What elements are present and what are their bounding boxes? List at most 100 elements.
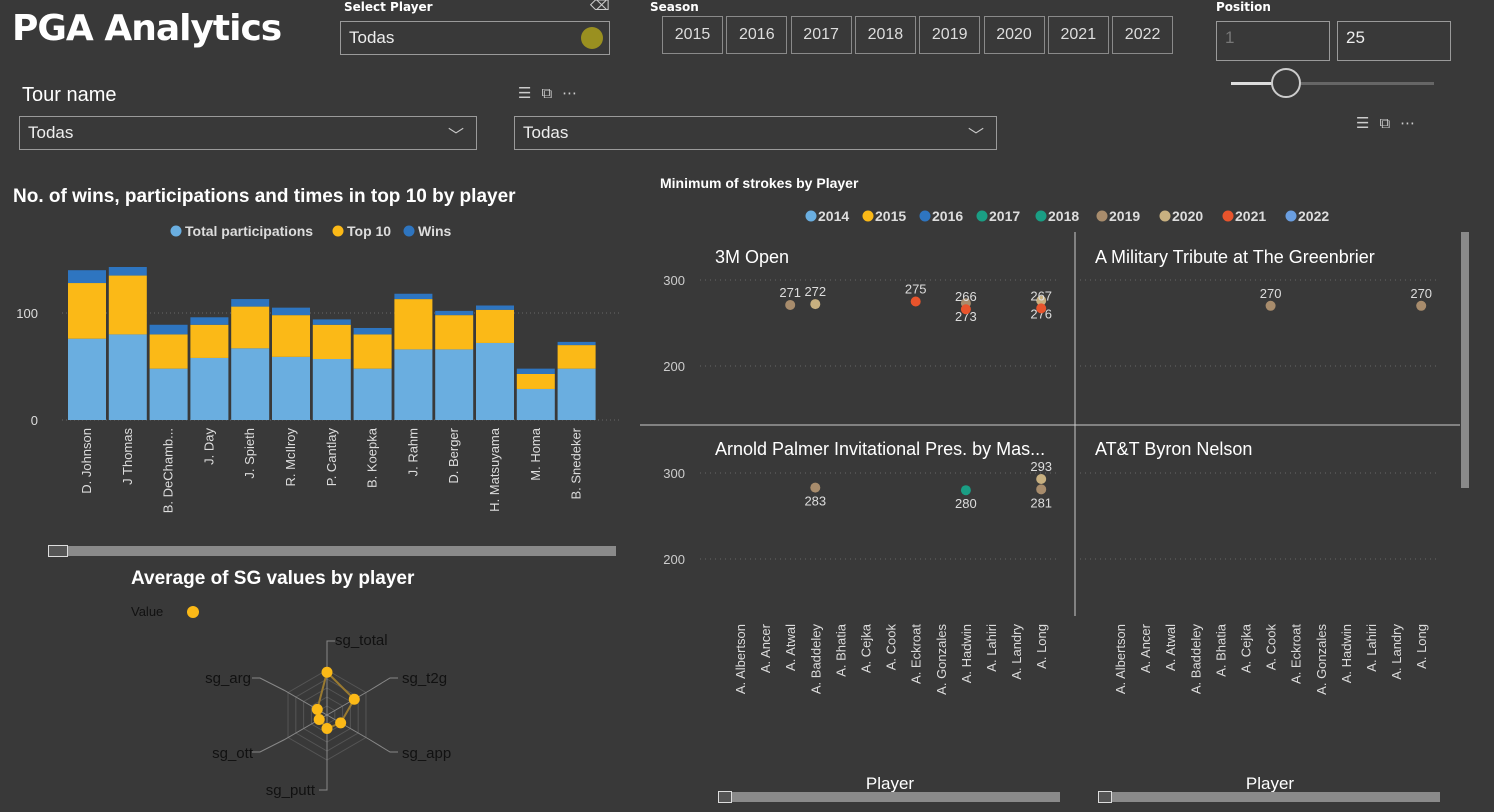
- x-tick-label: A. Eckroat: [1289, 624, 1304, 684]
- scrollbar-thumb[interactable]: [48, 545, 68, 557]
- panel-title: Arnold Palmer Invitational Pres. by Mas.…: [715, 439, 1045, 459]
- bar-segment-total-participations: [353, 368, 392, 420]
- focus-mode-icon[interactable]: ⧉: [1379, 114, 1401, 132]
- second-filter-dropdown[interactable]: Todas ﹀: [514, 116, 997, 150]
- legend-label: 2015: [875, 208, 906, 224]
- bar-segment-wins: [353, 327, 392, 335]
- y-tick-label: 300: [663, 273, 685, 288]
- legend-label: 2022: [1298, 208, 1329, 224]
- radar-axis: [319, 715, 328, 791]
- position-max-input[interactable]: 25: [1337, 21, 1451, 61]
- filter-icon[interactable]: ☰: [1356, 114, 1380, 132]
- x-tick-label: A. Atwal: [783, 624, 798, 671]
- filter-icon[interactable]: ☰: [518, 84, 542, 102]
- data-point: [810, 482, 821, 493]
- season-button-2017[interactable]: 2017: [790, 16, 852, 54]
- bar-segment-total-participations: [394, 349, 433, 420]
- more-options-icon[interactable]: ⋯: [562, 84, 588, 102]
- slider-handle[interactable]: [1270, 68, 1301, 98]
- radar-axis: [252, 677, 328, 716]
- season-button-2019[interactable]: 2019: [919, 16, 981, 54]
- position-slider[interactable]: [1231, 68, 1434, 98]
- legend-marker: [862, 210, 874, 222]
- legend-marker: [403, 225, 415, 237]
- legend-label: Value: [131, 604, 163, 619]
- chevron-down-icon: [581, 27, 603, 49]
- x-tick-label: A. Lahiri: [984, 624, 999, 672]
- season-button-2021[interactable]: 2021: [1047, 16, 1109, 54]
- y-tick-label: 100: [16, 306, 38, 321]
- focus-mode-icon[interactable]: ⧉: [541, 84, 563, 102]
- x-tick-label: J. Day: [201, 428, 216, 465]
- radar-axis-label: sg_ott: [212, 745, 254, 762]
- bar-chart-title: No. of wins, participations and times in…: [13, 186, 516, 207]
- y-tick-label: 0: [31, 413, 38, 428]
- season-button-2016[interactable]: 2016: [726, 16, 788, 54]
- x-tick-label: A. Hadwin: [959, 624, 974, 683]
- legend-label: 2019: [1109, 208, 1140, 224]
- y-tick-label: 200: [663, 359, 685, 374]
- radar-point: [321, 666, 333, 678]
- season-button-2022[interactable]: 2022: [1112, 16, 1174, 54]
- data-point: [1036, 484, 1047, 495]
- bar-segment-wins: [516, 368, 555, 374]
- tour-name-dropdown[interactable]: Todas ﹀: [19, 116, 477, 150]
- legend-marker: [919, 210, 931, 222]
- legend-label: 2018: [1048, 208, 1079, 224]
- select-player-dropdown[interactable]: Todas: [340, 21, 610, 55]
- data-label: 270: [1410, 286, 1432, 301]
- bar-segment-wins: [435, 310, 474, 316]
- season-button-2015[interactable]: 2015: [662, 16, 723, 54]
- data-label: 266: [955, 289, 977, 304]
- x-tick-label: A. Cook: [884, 624, 899, 671]
- bar-segment-total-participations: [476, 342, 514, 420]
- x-tick-label: B. Snedeker: [569, 427, 584, 499]
- bar-segment-top-10: [108, 275, 147, 335]
- bar-segment-total-participations: [149, 368, 188, 420]
- data-point: [810, 299, 821, 310]
- radar-point: [313, 714, 325, 725]
- bar-chart: Total participations Top 10 Wins 0 100 D. Joh…: [16, 223, 620, 513]
- bar-segment-total-participations: [557, 368, 596, 420]
- scrollbar-thumb[interactable]: [1098, 791, 1112, 803]
- x-tick-label: J. Spieth: [242, 428, 257, 479]
- scatter-scrollbar-left[interactable]: [718, 791, 1060, 803]
- position-min-input[interactable]: 1: [1216, 21, 1330, 61]
- bar-segment-wins: [108, 266, 147, 276]
- data-label: 283: [804, 494, 826, 509]
- data-point: [1036, 303, 1047, 314]
- legend-marker: [1222, 210, 1234, 222]
- data-label: 272: [804, 284, 826, 299]
- x-axis-title: Player: [866, 774, 915, 793]
- bar-chart-scrollbar[interactable]: [48, 545, 616, 557]
- legend-label: 2020: [1172, 208, 1203, 224]
- season-button-2018[interactable]: 2018: [854, 16, 916, 54]
- radar-axis-label: sg_app: [402, 745, 451, 762]
- select-player-value: Todas: [349, 28, 395, 47]
- bar-segment-total-participations: [312, 359, 351, 420]
- bar-segment-top-10: [312, 324, 351, 360]
- legend-label: 2021: [1235, 208, 1266, 224]
- x-tick-label: A. Bhatia: [833, 623, 848, 677]
- season-button-2020[interactable]: 2020: [983, 16, 1045, 54]
- x-tick-label: A. Baddeley: [1188, 624, 1203, 695]
- x-tick-label: A. Gonzales: [934, 624, 949, 695]
- x-tick-label: A. Ancer: [1138, 623, 1153, 673]
- x-tick-label: M. Homa: [528, 427, 543, 481]
- radar-axis: [326, 640, 335, 715]
- legend-marker: [187, 606, 199, 618]
- data-label: 275: [905, 282, 927, 297]
- x-tick-label: A. Cejka: [1239, 623, 1254, 673]
- panel-title: AT&T Byron Nelson: [1095, 439, 1252, 459]
- data-point: [960, 304, 971, 315]
- scrollbar-thumb[interactable]: [718, 791, 732, 803]
- data-point: [960, 485, 971, 496]
- more-options-icon[interactable]: ⋯: [1400, 114, 1426, 132]
- eraser-icon[interactable]: ⌫: [590, 0, 610, 14]
- scatter-chart-title: Minimum of strokes by Player: [660, 175, 859, 191]
- scatter-scrollbar-right[interactable]: [1098, 791, 1440, 803]
- bar-segment-top-10: [435, 315, 474, 350]
- bar-segment-top-10: [394, 299, 433, 350]
- scatter-vertical-scrollbar[interactable]: [1461, 232, 1469, 488]
- legend-marker: [1035, 210, 1047, 222]
